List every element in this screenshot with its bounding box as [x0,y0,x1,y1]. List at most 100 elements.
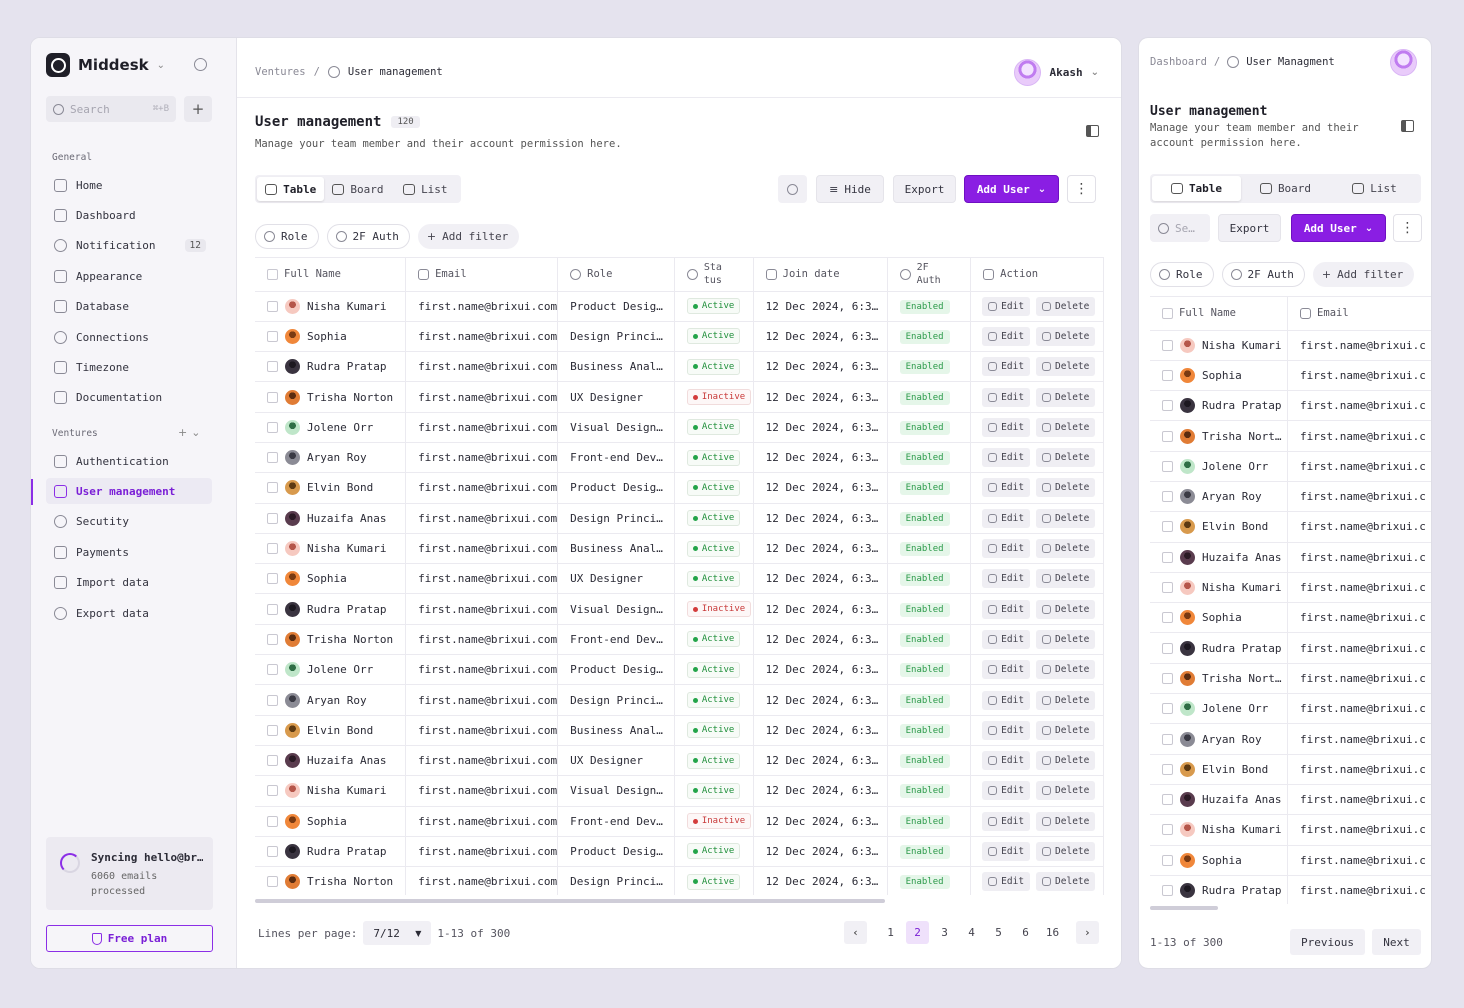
table-row[interactable]: Huzaifa Anas first.name@brixui.com UX Desi… [255,745,1104,777]
user-menu[interactable]: Akash ⌄ [1014,59,1099,86]
row-checkbox[interactable] [1162,642,1173,654]
panel-toggle-icon[interactable] [1401,120,1414,132]
edit-button[interactable]: Edit [982,539,1031,559]
row-checkbox[interactable] [267,543,278,555]
row-checkbox[interactable] [1162,369,1173,381]
row-checkbox[interactable] [267,815,278,827]
row-checkbox[interactable] [1162,582,1173,594]
row-checkbox[interactable] [1162,551,1173,563]
edit-button[interactable]: Edit [982,569,1031,589]
table-row[interactable]: Trisha Nort… first.name@brixui.c [1150,420,1431,452]
table-row[interactable]: Trisha Nort… first.name@brixui.c [1150,663,1431,695]
column-status[interactable]: Sta tus [674,258,754,292]
page-button-2[interactable]: 2 [906,921,929,944]
row-checkbox[interactable] [267,603,278,615]
select-all-checkbox[interactable] [267,268,278,280]
row-checkbox[interactable] [1162,733,1173,745]
row-checkbox[interactable] [1162,763,1173,775]
sidebar-item-documentation[interactable]: Documentation [46,385,212,411]
hide-button[interactable]: ≡ Hide [816,175,884,203]
table-row[interactable]: Jolene Orr first.name@brixui.c [1150,451,1431,482]
table-search-button[interactable] [778,175,807,203]
row-checkbox[interactable] [267,724,278,736]
delete-button[interactable]: Delete [1036,872,1096,892]
edit-button[interactable]: Edit [982,841,1031,861]
row-checkbox[interactable] [1162,794,1173,806]
avatar[interactable] [1390,49,1417,76]
row-checkbox[interactable] [267,845,278,857]
table-row[interactable]: Aryan Roy first.name@brixui.com Front-end … [255,442,1104,474]
sidebar-search-input[interactable]: Search ⌘+B [46,96,176,122]
delete-button[interactable]: Delete [1036,357,1096,377]
table-row[interactable]: Trisha Norton first.name@brixui.com Front-… [255,624,1104,656]
column-2f-auth[interactable]: 2F Auth [887,258,972,292]
edit-button[interactable]: Edit [982,629,1031,649]
delete-button[interactable]: Delete [1036,478,1096,498]
sidebar-item-import-data[interactable]: Import data [46,570,212,596]
delete-button[interactable]: Delete [1036,448,1096,468]
row-checkbox[interactable] [267,482,278,494]
sidebar-item-notification[interactable]: Notification 12 [46,233,212,259]
column-full-name[interactable]: Full Name [255,258,407,292]
row-checkbox[interactable] [1162,884,1173,896]
refresh-icon[interactable] [194,58,207,71]
delete-button[interactable]: Delete [1036,690,1096,710]
row-checkbox[interactable] [267,573,278,585]
add-button[interactable]: + [184,96,212,122]
row-checkbox[interactable] [267,452,278,464]
edit-button[interactable]: Edit [982,296,1031,316]
filter-2f-auth[interactable]: 2F Auth [326,224,410,249]
table-row[interactable]: Sophia first.name@brixui.c [1150,602,1431,634]
row-checkbox[interactable] [1162,400,1173,412]
table-row[interactable]: Rudra Pratap first.name@brixui.c [1150,390,1431,422]
table-row[interactable]: Jolene Orr first.name@brixui.com Product D… [255,654,1104,686]
row-checkbox[interactable] [267,785,278,797]
export-button[interactable]: Export [893,175,956,203]
edit-button[interactable]: Edit [982,720,1031,740]
delete-button[interactable]: Delete [1036,387,1096,407]
row-checkbox[interactable] [1162,491,1173,503]
row-checkbox[interactable] [267,694,278,706]
table-row[interactable]: Trisha Norton first.name@brixui.com Design… [255,866,1104,895]
table-row[interactable]: Huzaifa Anas first.name@brixui.c [1150,542,1431,573]
prev-page-button[interactable]: ‹ [844,921,867,944]
column-join-date[interactable]: Join date [753,258,888,292]
row-checkbox[interactable] [267,421,278,433]
row-checkbox[interactable] [267,391,278,403]
table-row[interactable]: Aryan Roy first.name@brixui.c [1150,723,1431,755]
edit-button[interactable]: Edit [982,872,1031,892]
page-button-6[interactable]: 6 [1022,926,1029,939]
filter-role[interactable]: Role [1150,262,1214,287]
table-row[interactable]: Nisha Kumari first.name@brixui.c [1150,330,1431,361]
table-row[interactable]: Sophia first.name@brixui.c [1150,845,1431,876]
delete-button[interactable]: Delete [1036,417,1096,437]
row-checkbox[interactable] [1162,672,1173,684]
row-checkbox[interactable] [267,361,278,373]
breadcrumb-root[interactable]: Dashboard [1150,56,1207,68]
tab-list[interactable]: List [392,177,459,201]
row-checkbox[interactable] [267,633,278,645]
sidebar-item-home[interactable]: Home [46,172,212,198]
table-row[interactable]: Rudra Pratap first.name@brixui.c [1150,875,1431,904]
row-checkbox[interactable] [1162,521,1173,533]
sidebar-item-payments[interactable]: Payments [46,539,212,565]
delete-button[interactable]: Delete [1036,508,1096,528]
table-row[interactable]: Sophia first.name@brixui.com Design Princi… [255,321,1104,353]
edit-button[interactable]: Edit [982,357,1031,377]
table-row[interactable]: Rudra Pratap first.name@brixui.com Visual … [255,593,1104,625]
breadcrumb-root[interactable]: Ventures [255,66,306,78]
per-page-select[interactable]: 7/12 ▼ [363,921,432,945]
delete-button[interactable]: Delete [1036,326,1096,346]
horizontal-scrollbar[interactable] [255,899,885,903]
table-row[interactable]: Nisha Kumari first.name@brixui.com Product… [255,291,1104,322]
horizontal-scrollbar[interactable] [1150,906,1218,910]
table-row[interactable]: Rudra Pratap first.name@brixui.com Busines… [255,351,1104,383]
table-row[interactable]: Elvin Bond first.name@brixui.c [1150,511,1431,543]
delete-button[interactable]: Delete [1036,841,1096,861]
table-row[interactable]: Rudra Pratap first.name@brixui.com Product… [255,836,1104,868]
row-checkbox[interactable] [1162,854,1173,866]
table-row[interactable]: Rudra Pratap first.name@brixui.c [1150,632,1431,664]
table-row[interactable]: Nisha Kumari first.name@brixui.c [1150,572,1431,604]
edit-button[interactable]: Edit [982,326,1031,346]
sidebar-item-dashboard[interactable]: Dashboard [46,202,212,228]
